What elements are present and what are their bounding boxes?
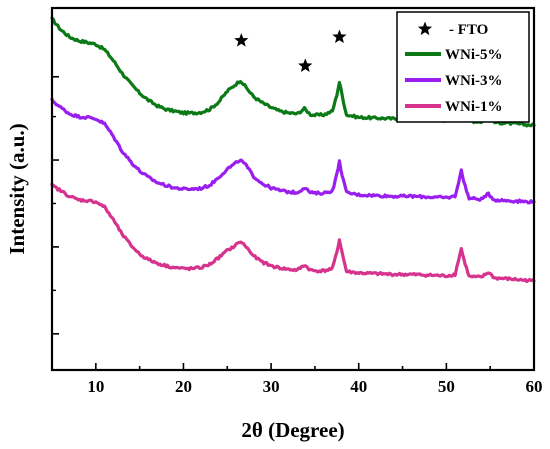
x-tick-label: 40: [350, 377, 367, 396]
x-axis-title: 2θ (Degree): [241, 418, 344, 442]
x-tick-label: 20: [175, 377, 192, 396]
y-axis: [52, 75, 59, 335]
fto-star-marker: [332, 29, 347, 43]
fto-star-marker: [298, 58, 313, 72]
x-axis: 10 20 30 40 50 60: [51, 363, 543, 396]
y-axis-title: Intensity (a.u.): [5, 123, 29, 254]
series-line-wni-3-: [50, 97, 536, 205]
legend-fto-label: - FTO: [449, 22, 488, 38]
x-tick-label: 50: [438, 377, 455, 396]
x-tick-label: 60: [526, 377, 543, 396]
legend-fto-star-icon: [417, 21, 433, 36]
plot-frame: [50, 6, 536, 372]
plot-border: [50, 6, 536, 372]
legend-label: WNi-1%: [445, 99, 503, 115]
x-tick-label: 10: [87, 377, 104, 396]
legend: - FTO WNi-5% WNi-3% WNi-1%: [396, 11, 530, 123]
legend-label: WNi-5%: [445, 47, 503, 63]
legend-box: [396, 11, 530, 123]
x-tick-label: 30: [263, 377, 280, 396]
fto-star-marker: [234, 33, 249, 47]
legend-label: WNi-3%: [445, 73, 503, 89]
series-line-wni-1-: [50, 182, 536, 284]
